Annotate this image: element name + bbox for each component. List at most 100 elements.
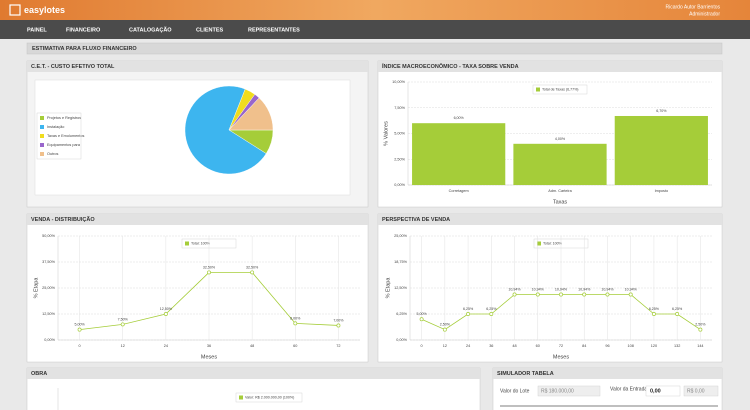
y-tick-label: 0,00% (394, 183, 405, 187)
x-tick-label: 132 (674, 344, 680, 348)
y-tick-label: 12,50% (394, 286, 408, 290)
legend-swatch (40, 134, 44, 138)
point (489, 312, 494, 316)
panel-title: ÍNDICE MACROECONÔMICO - TAXA SOBRE VENDA (382, 62, 519, 70)
y-tick-label: 0,00% (396, 338, 407, 342)
data-label: 32,50% (203, 265, 216, 269)
point (77, 327, 82, 332)
legend-swatch (536, 87, 540, 92)
x-tick-label: 0 (79, 344, 81, 348)
x-tick-label: 12 (121, 344, 125, 348)
data-label: 7,00% (333, 318, 344, 322)
data-label: 2,50% (440, 323, 451, 327)
data-label: 8,00% (290, 316, 301, 320)
data-label: 10,94% (601, 287, 614, 291)
data-label: 6,25% (672, 307, 683, 311)
nav-item[interactable]: CATALOGAÇÃO (129, 26, 172, 33)
legend-label: Total: 100% (543, 241, 563, 245)
x-tick-label: 108 (628, 344, 634, 348)
legend-swatch (185, 241, 189, 246)
point (250, 270, 255, 275)
logo[interactable]: easylotes (24, 5, 65, 15)
legend-label: Total de Taxas (6,77%) (542, 87, 579, 91)
data-label: 5,00% (417, 312, 428, 316)
input[interactable] (683, 385, 719, 397)
input[interactable] (537, 385, 601, 397)
x-tick-label: 60 (293, 344, 297, 348)
user-role: Administrador (689, 11, 720, 17)
legend-label: Valor: R$ 2.000.000,00 (100%) (245, 395, 294, 399)
data-label: 10,94% (625, 287, 638, 291)
data-label: 6,25% (463, 307, 474, 311)
x-tick-label: 120 (651, 344, 657, 348)
panel-title: C.E.T. - CUSTO EFETIVO TOTAL (31, 64, 115, 70)
x-axis-label: Meses (201, 354, 217, 360)
y-axis-label: % Etapa (385, 277, 391, 299)
section-bar (26, 42, 723, 55)
data-label: 10,94% (508, 287, 521, 291)
y-axis-label: % Valores (383, 121, 389, 146)
point (466, 312, 471, 316)
point (675, 312, 680, 316)
data-label: 10,94% (555, 287, 568, 291)
y-tick-label: 18,75% (394, 260, 408, 264)
panel-title: OBRA (31, 371, 47, 377)
x-tick-label: 72 (559, 344, 563, 348)
x-tick-label: 48 (250, 344, 254, 348)
data-label: 6,70% (656, 109, 667, 113)
data-label: 12,50% (160, 307, 173, 311)
legend-swatch (40, 125, 44, 129)
x-tick-label: Adm. Carteira (548, 189, 572, 193)
point (559, 292, 563, 297)
pie-slice (228, 97, 274, 131)
x-tick-label: Corretagem (449, 189, 469, 193)
x-tick-label: 0 (421, 344, 423, 348)
x-tick-label: 60 (536, 344, 540, 348)
x-tick-label: 24 (164, 344, 168, 348)
point (207, 270, 211, 275)
point (535, 292, 540, 297)
input-value: R$ 0,00 (687, 388, 705, 394)
legend-label: Instalação (47, 125, 64, 129)
data-label: 4,00% (555, 137, 566, 141)
y-axis-label: % Etapa (33, 277, 39, 299)
bar (513, 143, 607, 185)
x-tick-label: 24 (466, 344, 470, 348)
bar (614, 115, 708, 185)
x-tick-label: 48 (512, 344, 516, 348)
pie-slice (184, 85, 267, 175)
legend-label: Taxas e Emolumentos (47, 134, 84, 138)
x-tick-label: 96 (605, 344, 609, 348)
panel: OBRA Valor: R$ 2.000.000,00 (100%) (26, 367, 481, 410)
nav-item[interactable]: FINANCEIRO (66, 27, 101, 33)
nav-item[interactable]: CLIENTES (196, 27, 224, 33)
y-tick-label: 6,25% (396, 312, 407, 316)
legend-box (36, 112, 82, 160)
point (628, 292, 633, 297)
point (293, 321, 298, 326)
input[interactable] (645, 385, 681, 397)
x-axis-label: Taxas (553, 199, 568, 205)
point (120, 322, 125, 327)
x-tick-label: Imposto (655, 189, 669, 193)
bar (412, 123, 506, 185)
input-value: R$ 180.000,00 (541, 388, 574, 394)
field-label: Valor da Entrada (%) (610, 386, 657, 392)
y-tick-label: 5,00% (394, 132, 405, 136)
nav-item[interactable]: PAINEL (27, 27, 47, 33)
legend-label: Projetos e Registros (47, 116, 81, 120)
legend-swatch (537, 241, 541, 246)
field-label: Valor do Lote (500, 388, 530, 394)
data-label: 6,25% (486, 307, 497, 311)
nav-item[interactable]: REPRESENTANTES (248, 27, 300, 33)
y-tick-label: 50,00% (42, 234, 56, 238)
data-label: 5,00% (74, 323, 85, 327)
data-label: 10,94% (578, 287, 591, 291)
header-bar (0, 0, 750, 20)
point (442, 327, 447, 332)
user-name[interactable]: Ricardo Autor Barrientos (666, 4, 721, 10)
logo-icon (9, 4, 21, 16)
data-label: 32,50% (246, 265, 259, 269)
legend-label: Total: 100% (191, 241, 211, 245)
